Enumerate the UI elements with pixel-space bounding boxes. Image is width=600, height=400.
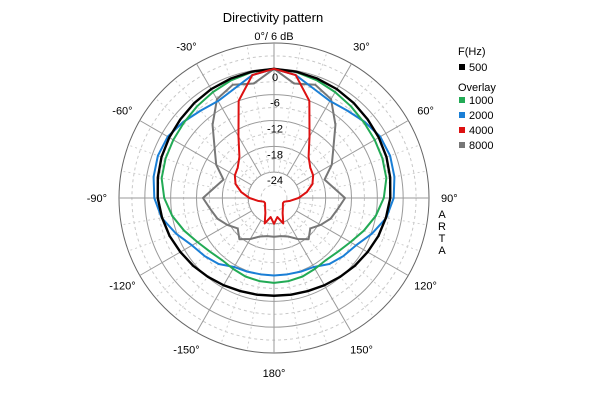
watermark-letter: A: [438, 245, 446, 257]
grid-spoke: [277, 223, 302, 351]
grid-spoke: [121, 201, 249, 226]
grid-spoke: [173, 217, 258, 318]
chart-title: Directivity pattern: [223, 10, 323, 25]
angle-label: -150°: [173, 345, 199, 357]
angle-label: -30°: [176, 41, 196, 53]
grid-circle: [260, 184, 288, 212]
grid-spoke: [128, 144, 250, 190]
legend-swatch-8000: [459, 142, 465, 148]
angle-labels: -30° 30° -60° 60° -90° 90° -120° 120° -150° 150° 1…: [87, 41, 458, 380]
grid-spoke: [173, 78, 258, 179]
grid-spoke: [298, 144, 420, 190]
radial-tick-label: -6: [270, 98, 280, 110]
grid-spoke: [277, 45, 302, 173]
polar-spokes: [119, 43, 429, 353]
polar-curves: [152, 67, 396, 297]
legend-swatch-500: [459, 64, 465, 70]
radial-tick-label: 0: [272, 72, 278, 84]
grid-spoke: [139, 210, 252, 276]
grid-spoke: [246, 45, 271, 173]
top-label: 0°/ 6 dB: [254, 31, 293, 43]
grid-spoke: [296, 120, 409, 186]
angle-label: 30°: [353, 41, 370, 53]
legend: F(Hz) 500 Overlay 1000 2000 4000 8000: [458, 46, 496, 152]
grid-spoke: [139, 120, 252, 186]
legend-label-8000: 8000: [469, 140, 493, 152]
legend-label-4000: 4000: [469, 125, 493, 137]
watermark-letter: A: [438, 209, 446, 221]
grid-spoke: [299, 201, 427, 226]
series-line-8000: [201, 67, 347, 241]
radial-tick-label: -18: [267, 149, 283, 161]
legend-overlay-header: Overlay: [458, 82, 496, 94]
grid-spoke: [298, 206, 420, 252]
grid-spoke: [286, 63, 352, 176]
series-line-2000: [152, 67, 396, 277]
angle-label: -60°: [112, 106, 132, 118]
grid-spoke: [282, 222, 328, 344]
grid-spoke: [246, 223, 271, 351]
grid-spoke: [196, 63, 262, 176]
watermark-letter: R: [438, 221, 446, 233]
radial-tick-label: -12: [267, 124, 283, 136]
legend-label-2000: 2000: [469, 110, 493, 122]
grid-spoke: [296, 210, 409, 276]
grid-spoke: [220, 222, 266, 344]
series-line-4000: [233, 67, 315, 225]
grid-spoke: [299, 170, 427, 195]
angle-label: -120°: [109, 281, 135, 293]
legend-swatch-4000: [459, 127, 465, 133]
grid-spoke: [220, 52, 266, 174]
grid-spoke: [121, 170, 249, 195]
legend-header: F(Hz): [458, 46, 486, 58]
angle-label: 120°: [414, 281, 437, 293]
grid-spoke: [290, 217, 375, 318]
angle-label: 180°: [263, 368, 286, 380]
legend-label-500: 500: [469, 62, 487, 74]
series-line-500: [156, 67, 392, 297]
angle-label: 60°: [417, 106, 434, 118]
radial-labels: 0 -6 -12 -18 -24: [267, 72, 283, 187]
legend-label-1000: 1000: [469, 95, 493, 107]
radial-tick-label: -24: [267, 175, 283, 187]
angle-label: 90°: [441, 193, 458, 205]
angle-label: -90°: [87, 193, 107, 205]
grid-spoke: [282, 52, 328, 174]
grid-spoke: [290, 78, 375, 179]
grid-spoke: [128, 206, 250, 252]
angle-label: 150°: [350, 345, 373, 357]
series-line-1000: [160, 67, 388, 284]
watermark-letter: T: [439, 233, 446, 245]
legend-swatch-2000: [459, 112, 465, 118]
legend-swatch-1000: [459, 97, 465, 103]
